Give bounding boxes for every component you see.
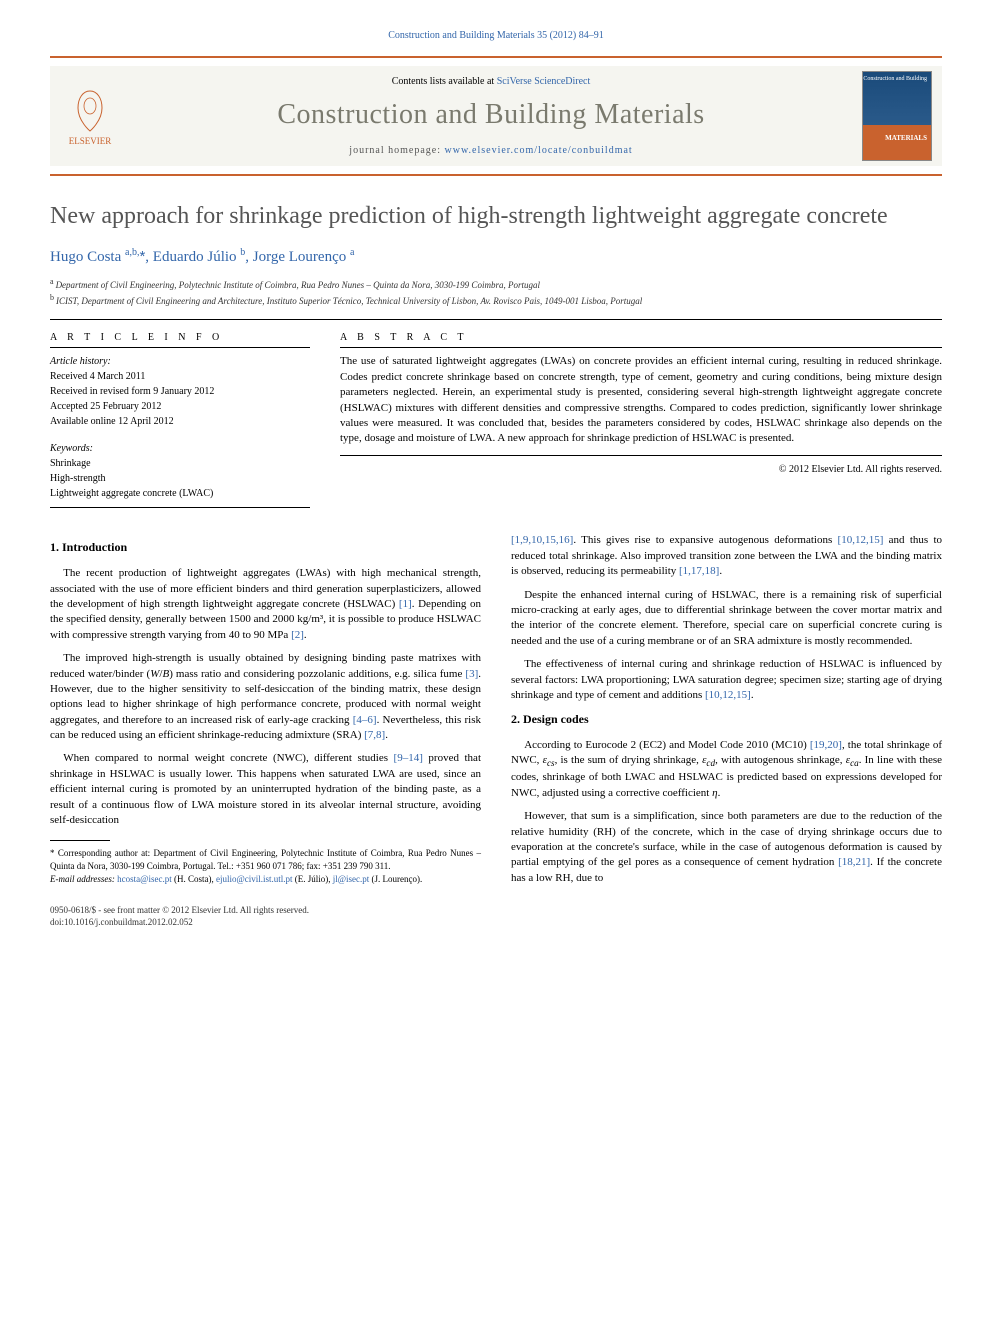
- intro-paragraph-3: When compared to normal weight concrete …: [50, 751, 481, 828]
- abstract-text: The use of saturated lightweight aggrega…: [340, 354, 942, 455]
- doi-line: doi:10.1016/j.conbuildmat.2012.02.052: [50, 917, 481, 929]
- abstract-copyright: © 2012 Elsevier Ltd. All rights reserved…: [340, 464, 942, 475]
- intro-paragraph-1: The recent production of lightweight agg…: [50, 566, 481, 643]
- cover-title-bottom: MATERIALS: [885, 134, 927, 142]
- journal-homepage: journal homepage: www.elsevier.com/locat…: [120, 145, 862, 156]
- publisher-logo: ELSEVIER: [60, 81, 120, 151]
- issn-line: 0950-0618/$ - see front matter © 2012 El…: [50, 905, 481, 917]
- author-name-ref: (E. Júlio),: [295, 874, 331, 884]
- section-2-heading: 2. Design codes: [511, 711, 942, 728]
- article-info-block: A R T I C L E I N F O Article history: R…: [50, 332, 310, 508]
- journal-cover-thumbnail: Construction and Building MATERIALS: [862, 71, 932, 161]
- abstract-block: A B S T R A C T The use of saturated lig…: [340, 332, 942, 508]
- body-column-right: [1,9,10,15,16]. This gives rise to expan…: [511, 533, 942, 928]
- intro-paragraph-2: The improved high-strength is usually ob…: [50, 651, 481, 743]
- email-label: E-mail addresses:: [50, 874, 115, 884]
- author-list: Hugo Costa a,b,*, Eduardo Júlio b, Jorge…: [50, 247, 942, 266]
- affiliation-b: ICIST, Department of Civil Engineering a…: [56, 296, 642, 306]
- author-name-ref: (H. Costa),: [174, 874, 214, 884]
- scidirect-link[interactable]: SciVerse ScienceDirect: [497, 76, 591, 87]
- history-label: Article history:: [50, 354, 310, 369]
- col2-paragraph-1: [1,9,10,15,16]. This gives rise to expan…: [511, 533, 942, 579]
- publisher-name: ELSEVIER: [69, 136, 112, 146]
- design-paragraph-1: According to Eurocode 2 (EC2) and Model …: [511, 738, 942, 801]
- journal-title: Construction and Building Materials: [120, 99, 862, 131]
- body-column-left: 1. Introduction The recent production of…: [50, 533, 481, 928]
- section-divider: [50, 319, 942, 320]
- received-date: Received 4 March 2011: [50, 369, 310, 384]
- author-email-link[interactable]: hcosta@isec.pt: [117, 874, 172, 884]
- corresponding-author-note: * Corresponding author at: Department of…: [50, 847, 481, 872]
- keyword-item: Shrinkage: [50, 456, 310, 471]
- footnotes-block: * Corresponding author at: Department of…: [50, 847, 481, 885]
- article-info-heading: A R T I C L E I N F O: [50, 332, 310, 348]
- author-email-link[interactable]: jl@isec.pt: [333, 874, 370, 884]
- col2-paragraph-3: The effectiveness of internal curing and…: [511, 657, 942, 703]
- revised-date: Received in revised form 9 January 2012: [50, 384, 310, 399]
- author-email-link[interactable]: ejulio@civil.ist.utl.pt: [216, 874, 293, 884]
- homepage-link[interactable]: www.elsevier.com/locate/conbuildmat: [445, 145, 633, 156]
- journal-masthead: ELSEVIER Contents lists available at Sci…: [50, 56, 942, 176]
- cover-title-top: Construction and Building: [863, 76, 927, 83]
- author-name-ref: (J. Lourenço).: [372, 874, 423, 884]
- footnote-separator: [50, 840, 110, 841]
- article-title: New approach for shrinkage prediction of…: [50, 201, 942, 232]
- col2-paragraph-2: Despite the enhanced internal curing of …: [511, 588, 942, 650]
- online-date: Available online 12 April 2012: [50, 414, 310, 429]
- keyword-item: Lightweight aggregate concrete (LWAC): [50, 486, 310, 501]
- page-footer: 0950-0618/$ - see front matter © 2012 El…: [50, 905, 481, 928]
- keyword-item: High-strength: [50, 471, 310, 486]
- accepted-date: Accepted 25 February 2012: [50, 399, 310, 414]
- section-1-heading: 1. Introduction: [50, 539, 481, 556]
- design-paragraph-2: However, that sum is a simplification, s…: [511, 809, 942, 886]
- contents-availability: Contents lists available at SciVerse Sci…: [120, 76, 862, 87]
- keywords-label: Keywords:: [50, 441, 310, 456]
- affiliation-a: Department of Civil Engineering, Polytec…: [56, 280, 540, 290]
- affiliation-list: aDepartment of Civil Engineering, Polyte…: [50, 276, 942, 307]
- running-header: Construction and Building Materials 35 (…: [50, 30, 942, 41]
- abstract-heading: A B S T R A C T: [340, 332, 942, 348]
